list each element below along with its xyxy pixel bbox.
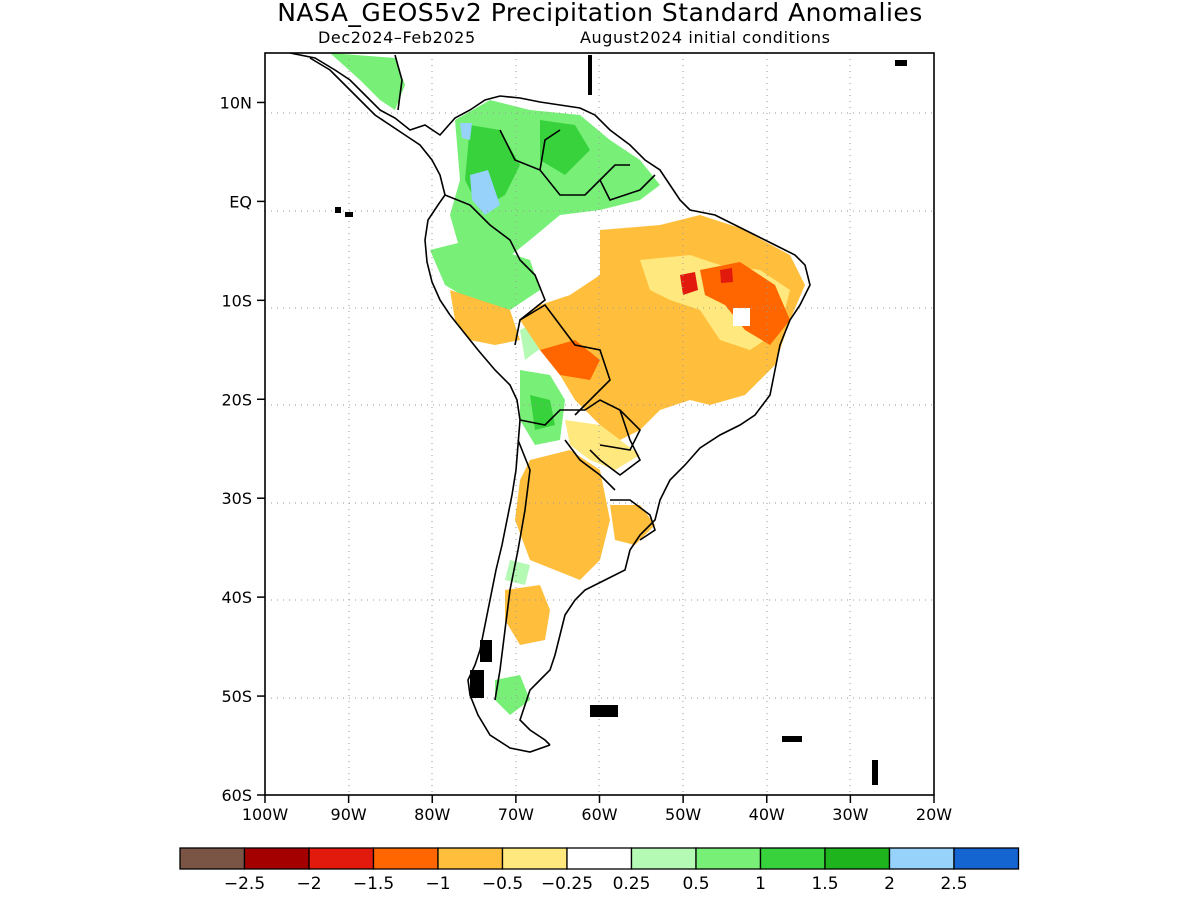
- colorbar-label: 1: [755, 874, 766, 894]
- colorbar-label: −0.5: [482, 874, 523, 894]
- colorbar-label: 0.25: [613, 874, 651, 894]
- colorbar-labels: −2.5 −2 −1.5 −1 −0.5 −0.25 0.25 0.5 1 1.5 2 2.5: [224, 874, 968, 894]
- colorbar-label: −2.5: [224, 874, 265, 894]
- lon-tick-label: 20W: [916, 805, 952, 824]
- colorbar-swatch: [824, 847, 891, 870]
- lon-tick-label: 30W: [832, 805, 868, 824]
- colorbar-swatch: [888, 847, 955, 870]
- colorbar-swatch: [372, 847, 439, 870]
- chart-title: NASA_GEOS5v2 Precipitation Standard Anom…: [277, 0, 923, 27]
- coastlines: [289, 53, 811, 753]
- colorbar-label: 2: [884, 874, 895, 894]
- islands: [335, 55, 907, 785]
- lon-tick-label: 50W: [665, 805, 701, 824]
- colorbar-label: −1.5: [353, 874, 394, 894]
- dry-argentina: [515, 450, 610, 580]
- season-subtitle: Dec2024–Feb2025: [318, 28, 476, 47]
- colorbar-label: −1: [425, 874, 450, 894]
- lat-tick-label: 10S: [221, 291, 252, 310]
- anomaly-fields: [290, 53, 810, 750]
- colorbar-label: 1.5: [811, 874, 838, 894]
- longitude-ticks: 100W 90W 80W 70W 60W 50W 40W 30W 20W: [242, 795, 952, 824]
- lon-tick-label: 100W: [242, 805, 289, 824]
- lat-tick-label: 10N: [220, 93, 252, 112]
- lat-tick-label: 30S: [221, 489, 252, 508]
- lon-tick-label: 70W: [498, 805, 534, 824]
- colorbar-swatch: [695, 847, 762, 870]
- lon-tick-label: 40W: [749, 805, 785, 824]
- colorbar-label: 0.5: [682, 874, 709, 894]
- colorbar-swatch: [759, 847, 826, 870]
- colorbar-label: 2.5: [940, 874, 967, 894]
- lat-tick-label: 40S: [221, 588, 252, 607]
- colorbar: [179, 847, 1020, 870]
- colorbar-label: −0.25: [541, 874, 593, 894]
- colorbar-swatch: [630, 847, 697, 870]
- grid-lines: [265, 53, 934, 795]
- lon-tick-label: 90W: [331, 805, 367, 824]
- lat-tick-label: 20S: [221, 390, 252, 409]
- latitude-ticks: 10N EQ 10S 20S 30S 40S 50S 60S: [220, 93, 265, 805]
- lon-tick-label: 60W: [581, 805, 617, 824]
- colorbar-swatch: [179, 847, 246, 870]
- colorbar-swatch: [566, 847, 633, 870]
- colorbar-label: −2: [296, 874, 321, 894]
- lat-tick-label: 50S: [221, 687, 252, 706]
- colorbar-swatch: [437, 847, 504, 870]
- init-conditions-subtitle: August2024 initial conditions: [580, 28, 831, 47]
- lat-tick-label: 60S: [221, 786, 252, 805]
- colorbar-swatch: [501, 847, 568, 870]
- lon-tick-label: 80W: [414, 805, 450, 824]
- wet-northwest: [330, 53, 405, 110]
- colorbar-swatch: [243, 847, 310, 870]
- colorbar-swatch: [953, 847, 1020, 870]
- colorbar-swatch: [308, 847, 375, 870]
- lat-tick-label: EQ: [229, 192, 252, 211]
